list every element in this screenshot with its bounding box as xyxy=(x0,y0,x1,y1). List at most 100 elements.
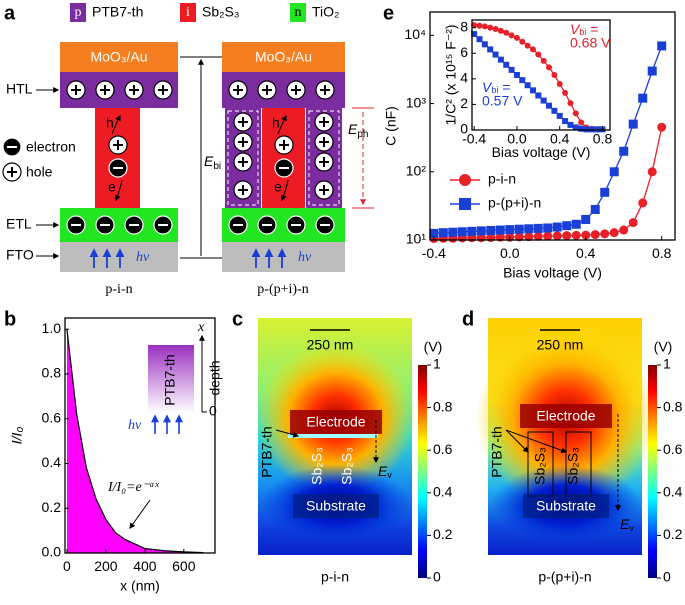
electrode-layer xyxy=(60,42,178,72)
marker xyxy=(609,167,619,177)
fto-layer xyxy=(60,242,178,272)
marker xyxy=(572,124,579,131)
marker xyxy=(628,218,638,228)
symbol: V xyxy=(570,21,581,37)
dashed-box xyxy=(227,110,259,206)
label: hole xyxy=(26,164,53,180)
label: PTB7-th xyxy=(259,426,275,477)
marker xyxy=(487,46,494,53)
y-axis-label: I/I₀ xyxy=(9,427,25,445)
x-tick-label: 0 xyxy=(63,558,71,574)
marker xyxy=(572,110,579,117)
label: (V) xyxy=(654,339,673,355)
colorbar-label: 1 xyxy=(663,356,671,372)
colorbar-label: 1 xyxy=(433,356,441,372)
label: Sb₂S₃ xyxy=(309,447,325,485)
electrode xyxy=(520,404,612,428)
colorbar-label: 0.2 xyxy=(433,526,453,542)
x-tick-label: 0.4 xyxy=(576,245,596,261)
marker xyxy=(497,56,504,63)
colorbar xyxy=(648,365,657,578)
colorbar-label: 0 xyxy=(663,569,671,585)
y-tick-label: 10¹ xyxy=(406,231,427,247)
y-tick-label: 10³ xyxy=(406,94,427,110)
colorbar xyxy=(418,365,427,578)
electrode-layer xyxy=(222,42,345,72)
substrate xyxy=(523,494,609,518)
area-outline xyxy=(66,329,204,554)
y-tick-label: 8 xyxy=(460,18,468,34)
y-tick-label: 6 xyxy=(460,44,468,60)
label: p-(p+i)-n xyxy=(257,282,308,297)
pointer xyxy=(129,499,151,529)
label: electron xyxy=(26,139,76,155)
x-axis-label: Bias voltage (V) xyxy=(492,144,591,160)
subscript: v xyxy=(387,470,392,480)
marker xyxy=(556,80,563,87)
label: ETL xyxy=(6,216,32,232)
marker xyxy=(535,51,542,58)
symbol: E xyxy=(620,516,630,532)
marker xyxy=(529,87,536,94)
x-tick-label: 0.8 xyxy=(593,131,613,147)
marker xyxy=(505,225,515,235)
pointer xyxy=(505,429,529,453)
marker xyxy=(533,223,543,233)
marker xyxy=(487,24,494,31)
y-tick-label: 0.0 xyxy=(42,544,62,560)
marker xyxy=(600,229,610,239)
label: b xyxy=(4,308,16,330)
label: 0 xyxy=(209,403,217,419)
label: FTO xyxy=(6,247,34,263)
x-axis-label: x (nm) xyxy=(120,577,160,593)
marker xyxy=(513,34,520,41)
drift-arrow xyxy=(280,179,289,202)
legend-text: TiO₂ xyxy=(312,4,339,20)
marker xyxy=(438,228,448,238)
marker xyxy=(546,102,553,109)
legend-text: p-i-n xyxy=(488,171,516,187)
marker xyxy=(467,226,477,236)
label: Sb₂S₃ xyxy=(339,447,355,485)
marker xyxy=(619,146,629,156)
marker xyxy=(543,223,553,233)
colorbar-label: 0.4 xyxy=(433,484,453,500)
marker xyxy=(476,36,483,43)
y-tick-label: 4 xyxy=(460,70,468,86)
label: d xyxy=(462,308,474,330)
x-tick-label: 600 xyxy=(172,558,196,574)
absorber xyxy=(262,108,305,208)
label: depth xyxy=(207,360,223,395)
label: e xyxy=(108,179,116,195)
label: p-(p+i)-n xyxy=(538,569,591,585)
y-axis-label: 1/C² (x 10¹⁵ F⁻²) xyxy=(443,24,459,125)
label: MoO₃/Au xyxy=(255,49,312,65)
marker xyxy=(535,92,542,99)
label: h xyxy=(106,115,114,131)
label: PTB7-th xyxy=(489,426,505,477)
marker xyxy=(581,230,591,240)
x-tick-label: 0.8 xyxy=(652,245,672,261)
marker xyxy=(529,46,536,53)
marker xyxy=(524,224,534,234)
x-tick-label: 400 xyxy=(133,558,157,574)
pointer xyxy=(505,429,568,454)
marker xyxy=(492,25,499,32)
y-tick-label: 1.0 xyxy=(42,320,62,336)
label: a xyxy=(4,2,16,24)
y-tick-label: 0.8 xyxy=(42,365,62,381)
marker xyxy=(540,57,547,64)
marker xyxy=(524,42,531,49)
plot-frame xyxy=(429,11,676,241)
equals: = xyxy=(586,21,598,37)
label: hν xyxy=(128,418,142,433)
substrate xyxy=(293,494,379,518)
label: x xyxy=(197,320,205,335)
marker xyxy=(590,204,600,214)
legend-marker xyxy=(459,198,471,210)
drift-arrow xyxy=(277,114,287,135)
colorbar-label: 0 xyxy=(433,569,441,585)
drift-arrow xyxy=(111,114,121,135)
x-tick-label: 0.0 xyxy=(507,131,527,147)
marker xyxy=(448,227,458,237)
